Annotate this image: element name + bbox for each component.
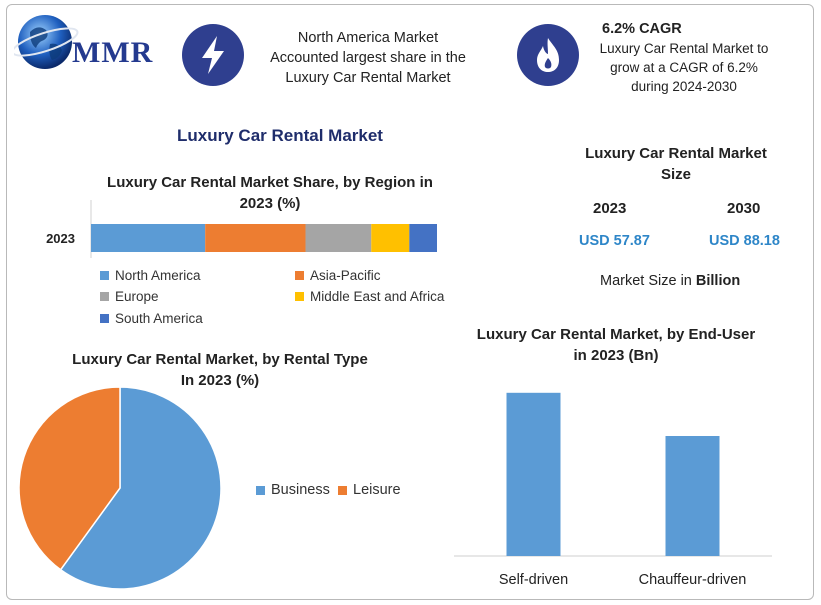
region-bar-north-america [91,224,206,252]
region-category-label: 2023 [46,231,75,246]
callout-line-1: North America Market [297,30,439,46]
region-bar-middle-east-and-africa [371,224,410,252]
globe-icon [11,15,79,69]
logo-text: MMR [72,36,154,69]
legend-leisure: Leisure [338,482,401,498]
cagr-callout: 6.2% CAGR Luxury Car Rental Market to gr… [584,20,784,96]
callout-line-3: Luxury Car Rental Market [285,70,451,86]
cagr-line-3: during 2024-2030 [631,79,737,94]
north-america-callout: North America Market Accounted largest s… [252,28,484,88]
legend-swatch [295,271,304,280]
value-2030: USD 88.18 [709,233,780,249]
cagr-line-2: grow at a CAGR of 6.2% [610,60,758,75]
region-chart-title: Luxury Car Rental Market Share, by Regio… [70,172,470,214]
legend-swatch [338,485,347,495]
region-bar-asia-pacific [205,224,306,252]
region-title-line-1: Luxury Car Rental Market Share, by Regio… [107,174,433,191]
cagr-title: 6.2% CAGR [602,21,682,37]
pie-slice-business [59,386,222,590]
rental-title-line-2: In 2023 (%) [180,372,260,389]
legend-label: North America [115,268,201,283]
legend-label: South America [115,311,203,326]
market-size-title: Luxury Car Rental Market Size [556,143,796,185]
legend-swatch [256,485,265,495]
market-size-title-line-1: Luxury Car Rental Market [585,145,767,162]
year-2030-label: 2030 [727,200,761,217]
market-size-title-line-2: Size [660,166,691,183]
note-unit: Billion [695,273,741,289]
region-bar-south-america [409,224,437,252]
end-user-title-line-1: Luxury Car Rental Market, by End-User [476,326,756,343]
region-title-line-2: 2023 (%) [239,195,301,212]
legend-south-america: South America [100,311,203,326]
legend-swatch [100,271,109,280]
end-user-bar-self-driven [506,392,561,556]
legend-swatch [100,314,109,323]
note-prefix: Market Size in [600,273,696,289]
rental-title-line-1: Luxury Car Rental Market, by Rental Type [72,351,368,368]
legend-label: Asia-Pacific [310,268,381,283]
legend-swatch [295,292,304,301]
legend-label: Business [271,482,330,498]
legend-business: Business [256,482,330,498]
end-user-title-line-2: in 2023 (Bn) [573,347,659,364]
region-bar-europe [305,224,372,252]
flame-icon [517,24,579,86]
legend-swatch [100,292,109,301]
main-title: Luxury Car Rental Market [177,126,383,145]
infographic-frame [6,4,814,600]
market-size-note: Market Size in Billion [600,273,740,289]
end-user-chart-title: Luxury Car Rental Market, by End-User in… [446,324,786,366]
end-user-bar-chauffeur-driven [665,436,720,556]
legend-label: Middle East and Africa [310,289,445,304]
legend-north-america: North America [100,268,201,283]
cagr-line-1: Luxury Car Rental Market to [599,41,769,56]
legend-europe: Europe [100,289,159,304]
legend-label: Leisure [353,482,401,498]
callout-line-2: Accounted largest share in the [270,50,466,66]
year-2023-label: 2023 [593,200,627,217]
pie-slice-leisure [18,386,121,571]
end-user-tick-label: Chauffeur-driven [639,572,747,588]
rental-type-chart-title: Luxury Car Rental Market, by Rental Type… [30,349,410,391]
rental-type-pie-chart [18,386,222,590]
legend-mea: Middle East and Africa [295,289,444,304]
value-2023: USD 57.87 [579,233,650,249]
legend-asia-pacific: Asia-Pacific [295,268,381,283]
end-user-bar-chart: Self-driven Chauffeur-driven [454,392,772,588]
legend-label: Europe [115,289,159,304]
bolt-icon [182,24,244,86]
logo: MMR [11,10,164,74]
end-user-tick-label: Self-driven [499,572,568,588]
region-stacked-bar-chart: 2023 [46,200,437,258]
